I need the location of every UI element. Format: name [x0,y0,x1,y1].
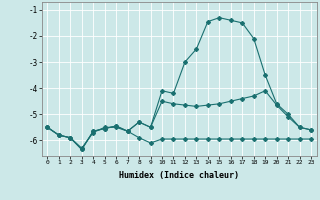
X-axis label: Humidex (Indice chaleur): Humidex (Indice chaleur) [119,171,239,180]
